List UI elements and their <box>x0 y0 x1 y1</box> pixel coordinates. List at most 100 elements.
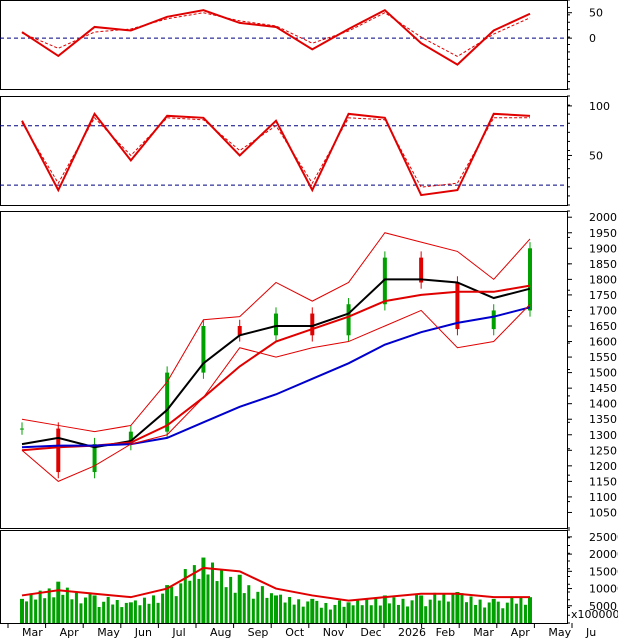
y-tick-label: 1900 <box>589 242 617 255</box>
macd-panel: 50 0 <box>0 0 603 90</box>
series-line <box>21 306 531 449</box>
y-tick-label: 100 <box>589 100 610 113</box>
x-tick-label: Dec <box>360 626 381 639</box>
volume-bar <box>74 592 78 623</box>
volume-bar <box>487 602 491 623</box>
volume-bar <box>455 592 460 623</box>
x-tick-label: Sep <box>248 626 269 639</box>
volume-bar <box>161 593 165 623</box>
series-line <box>21 278 531 449</box>
volume-bar <box>342 606 346 623</box>
series-line <box>21 12 531 58</box>
volume-bar <box>247 585 251 623</box>
volume-bar <box>283 602 287 623</box>
volume-bar <box>138 605 142 623</box>
candle-body <box>382 257 387 305</box>
x-axis: Mar Apr May Jun Jul Aug Sep Oct Nov Dec 2026 Feb Mar… <box>0 623 596 639</box>
y-tick-label: 1350 <box>589 413 617 426</box>
volume-bar <box>106 596 110 623</box>
x-tick-label: Ju <box>585 626 596 639</box>
volume-bar <box>301 606 305 623</box>
volume-bar <box>351 605 355 623</box>
volume-bar <box>424 606 428 623</box>
volume-bar <box>392 597 396 623</box>
volume-bar <box>491 598 496 623</box>
volume-bar <box>229 576 233 623</box>
volume-bar <box>265 597 269 623</box>
x-tick-label: 2026 <box>398 626 426 639</box>
volume-bar <box>514 603 518 623</box>
volume-bar <box>237 574 242 623</box>
volume-bar <box>328 609 332 623</box>
volume-bar <box>474 604 478 623</box>
series-line <box>21 8 531 66</box>
volume-bar <box>369 605 373 623</box>
x-tick-label: Jun <box>134 626 152 639</box>
volume-bar <box>128 602 133 623</box>
volume-bar <box>20 598 24 623</box>
y-tick-label: 1300 <box>589 429 617 442</box>
candle-body <box>237 325 242 336</box>
volume-bar <box>183 569 187 623</box>
volume-bar <box>102 601 106 623</box>
volume-bar <box>56 581 61 623</box>
volume-bar <box>410 600 414 623</box>
y-tick-label: 1600 <box>589 336 617 349</box>
volume-bar <box>152 595 156 623</box>
x-tick-label: May <box>97 626 120 639</box>
volume-bar <box>360 605 364 623</box>
series-line <box>21 116 530 188</box>
volume-bar <box>251 598 255 623</box>
volume-bar <box>374 598 378 623</box>
volume-bar <box>437 600 441 623</box>
volume-bar <box>97 606 101 623</box>
volume-bar <box>65 587 69 623</box>
volume-bar <box>269 593 273 623</box>
volume-bar <box>356 599 360 623</box>
volume-bar <box>378 605 382 623</box>
x-tick-label: Nov <box>323 626 345 639</box>
volume-bar <box>133 600 137 623</box>
series-line <box>21 303 531 482</box>
y-tick-label: 1500 <box>589 367 617 380</box>
volume-bar <box>179 583 183 623</box>
volume-bar <box>260 586 264 623</box>
panel-frame <box>0 211 568 529</box>
y-tick-label: 1800 <box>589 273 617 286</box>
candle-body <box>455 282 460 330</box>
y-tick-label: 1100 <box>589 491 617 504</box>
candle-body <box>56 428 61 473</box>
x-tick-label: Oct <box>285 626 305 639</box>
candle-body <box>346 304 351 336</box>
volume-bar <box>396 604 400 623</box>
volume-ma-line <box>21 566 530 602</box>
volume-bar <box>274 595 278 623</box>
stochastic-panel: 100 50 <box>0 95 610 206</box>
volume-bar <box>188 580 192 623</box>
y-tick-label: 1700 <box>589 304 617 317</box>
volume-bar <box>365 599 369 623</box>
price-panel: 2000 1950 1900 1850 1800 1750 1700 1650 1600 1550… <box>0 210 617 529</box>
y-tick-label: 1950 <box>589 227 617 240</box>
series-line <box>21 111 531 197</box>
volume-bar <box>220 569 224 623</box>
volume-bar <box>528 597 532 623</box>
volume-bar <box>165 585 170 623</box>
volume-bar <box>483 607 487 623</box>
volume-bar <box>38 590 42 623</box>
volume-bar <box>465 602 468 623</box>
volume-bar <box>288 597 292 623</box>
y-tick-label: 0 <box>589 32 596 45</box>
volume-bar <box>115 600 119 623</box>
volume-bar <box>29 593 33 623</box>
candle-body <box>274 313 278 336</box>
volume-bar <box>233 592 237 623</box>
y-tick-label: 5000 <box>589 600 617 613</box>
panel-frame <box>0 96 568 206</box>
volume-bar <box>519 597 523 623</box>
volume-bar <box>446 601 450 623</box>
y-tick-label: 1850 <box>589 258 617 271</box>
volume-bar <box>505 602 509 623</box>
volume-bar <box>201 557 206 623</box>
candle-body <box>128 431 133 445</box>
